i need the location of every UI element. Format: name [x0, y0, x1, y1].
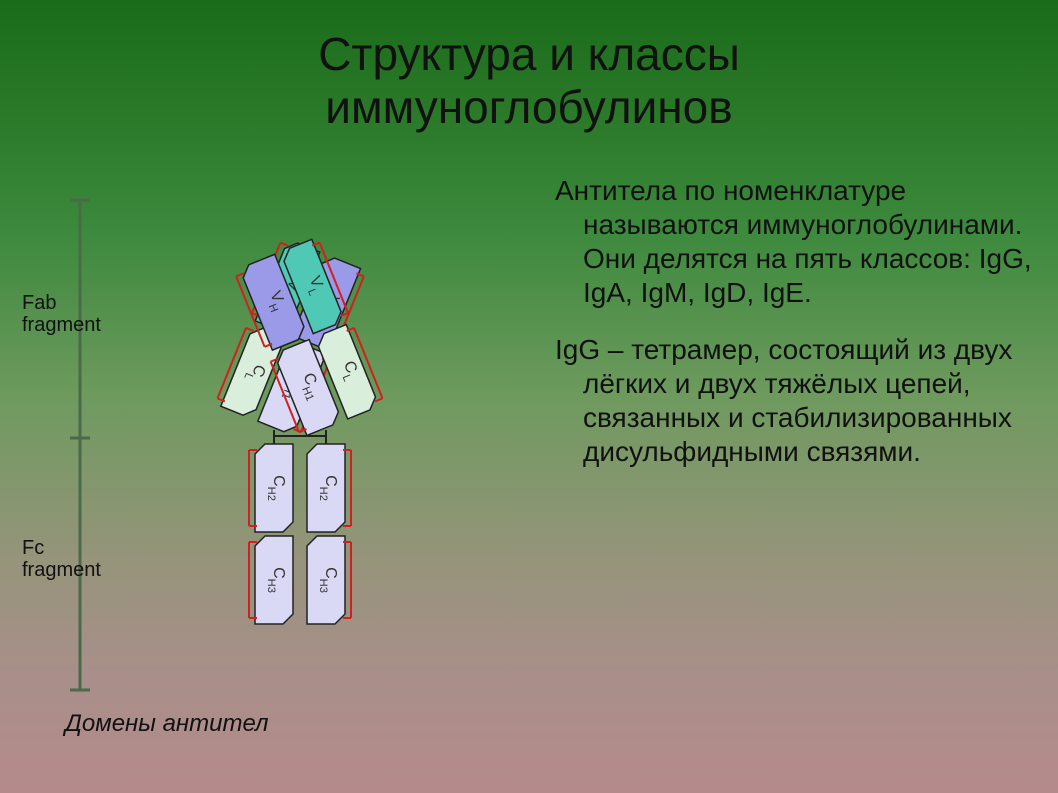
antibody-diagram: FabfragmentFcfragmentCH2CH3CH2CH3CH1VHCL…: [20, 170, 540, 730]
svg-text:Fc: Fc: [22, 537, 44, 559]
content-area: FabfragmentFcfragmentCH2CH3CH2CH3CH1VHCL…: [0, 170, 1058, 770]
body-text: Антитела по номенклатуре называются имму…: [555, 174, 1035, 491]
title-line-2: иммуноглобулинов: [325, 81, 732, 133]
svg-text:fragment: fragment: [22, 559, 101, 581]
svg-text:Fab: Fab: [22, 292, 56, 314]
svg-text:fragment: fragment: [22, 314, 101, 336]
title-line-1: Структура и классы: [318, 28, 740, 80]
paragraph-1: Антитела по номенклатуре называются имму…: [555, 174, 1035, 311]
slide-title: Структура и классы иммуноглобулинов: [0, 0, 1058, 134]
slide: Структура и классы иммуноглобулинов Fabf…: [0, 0, 1058, 793]
paragraph-2: IgG – тетрамер, состоящий из двух лёгких…: [555, 333, 1035, 470]
diagram-caption: Домены антител: [65, 710, 269, 738]
